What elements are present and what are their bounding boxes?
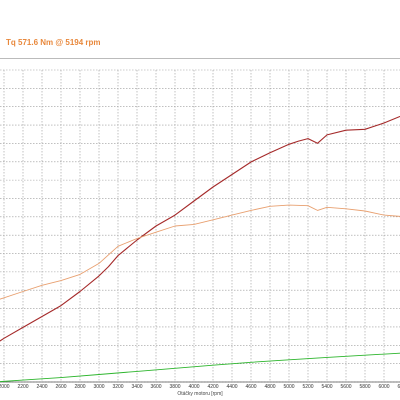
x-axis-label: Otáčky motoru [rpm] [177,391,223,397]
header-divider [0,58,400,59]
series-line [0,115,400,342]
x-tick-label: 2400 [36,384,47,390]
x-tick-label: 5600 [340,384,351,390]
x-tick-label: 2600 [55,384,66,390]
x-tick-label: 3000 [93,384,104,390]
x-tick-label: 5000 [283,384,294,390]
x-tick-label: 2200 [17,384,28,390]
x-tick-label: 3400 [131,384,142,390]
x-tick-label: 5400 [321,384,332,390]
x-tick-label: 6000 [378,384,389,390]
series-line [0,352,400,383]
x-tick-label: 4600 [245,384,256,390]
x-tick-label: 4200 [207,384,218,390]
x-tick-label: 5200 [302,384,313,390]
x-tick-label: 4400 [226,384,237,390]
x-tick-label: 6200 [397,384,400,390]
x-tick-label: 2800 [74,384,85,390]
x-tick-label: 4000 [188,384,199,390]
x-tick-label: 2000 [0,384,10,390]
x-tick-label: 4800 [264,384,275,390]
x-tick-label: 3600 [150,384,161,390]
x-ticks: 2000 2200 2400 2600 2800 3000 3200 3400 3600 3800… [0,384,400,390]
torque-readout: Tq 571.6 Nm @ 5194 rpm [6,38,101,47]
x-tick-label: 5800 [359,384,370,390]
grid [0,69,400,383]
x-tick-label: 3200 [112,384,123,390]
x-tick-label: 3800 [169,384,180,390]
series-group [0,115,400,383]
series-line [0,204,400,300]
